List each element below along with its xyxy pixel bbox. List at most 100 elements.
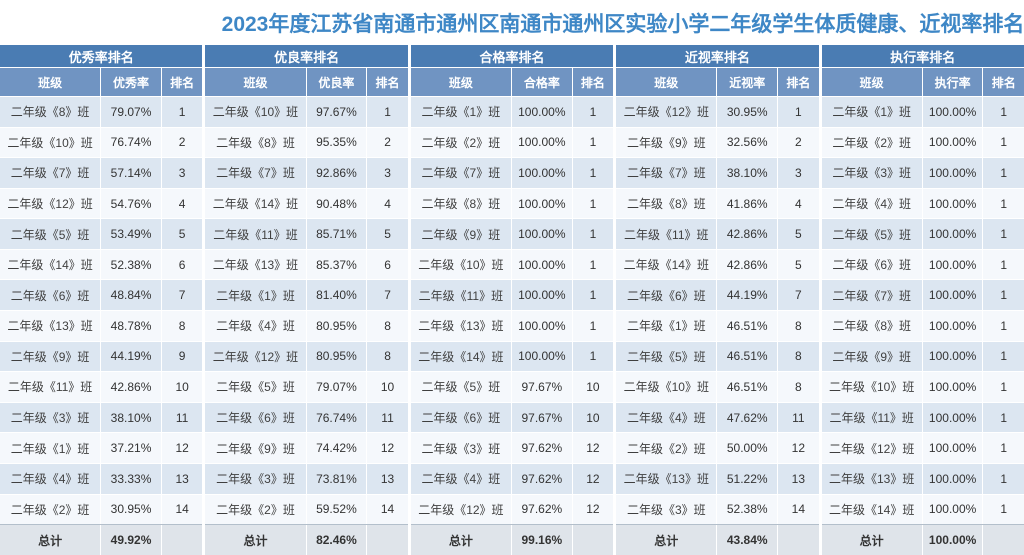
table-row: 二年级《9》班 32.56% 2 bbox=[616, 126, 819, 158]
cell-class-name: 二年级《6》班 bbox=[10, 288, 90, 303]
cell-rate-value: 100.00% bbox=[921, 127, 983, 158]
cell-rate-value: 100.00% bbox=[921, 494, 983, 525]
ranking-table: 近视率排名 班级 近视率 排名 二年级《12》班 30.95% 1 二年级《9》… bbox=[616, 45, 819, 555]
cell-class-name: 二年级《11》班 bbox=[624, 227, 709, 242]
cell-rate-value: 79.07% bbox=[305, 372, 367, 402]
total-value: 100.00% bbox=[921, 525, 983, 555]
table-row: 二年级《2》班 30.95% 14 bbox=[0, 493, 203, 525]
table-row: 二年级《14》班 100.00% 1 bbox=[410, 340, 614, 372]
table-row: 二年级《6》班 48.84% 7 bbox=[0, 279, 203, 311]
table-row: 二年级《3》班 97.62% 12 bbox=[410, 432, 614, 463]
table-row: 二年级《10》班 76.74% 2 bbox=[0, 126, 203, 158]
table-row: 二年级《10》班 46.51% 8 bbox=[616, 371, 819, 402]
cell-rate-value: 100.00% bbox=[921, 280, 983, 311]
cell-class-name: 二年级《9》班 bbox=[421, 227, 501, 242]
cell-rank-value: 8 bbox=[777, 341, 818, 372]
table-row: 二年级《14》班 90.48% 4 bbox=[205, 187, 408, 219]
cell-class-name: 二年级《11》班 bbox=[213, 227, 298, 242]
cell-class-name: 二年级《14》班 bbox=[212, 197, 299, 212]
cell-class-name: 二年级《7》班 bbox=[10, 166, 90, 181]
cell-rate-value: 81.40% bbox=[305, 280, 367, 311]
cell-rate-value: 76.74% bbox=[305, 402, 367, 433]
table-row: 二年级《8》班 79.07% 1 bbox=[0, 96, 203, 127]
table-row: 二年级《4》班 33.33% 13 bbox=[0, 462, 203, 494]
cell-rate-value: 32.56% bbox=[716, 127, 777, 158]
cell-rank-value: 8 bbox=[366, 311, 407, 341]
cell-rate-value: 46.51% bbox=[716, 311, 777, 341]
total-label: 总计 bbox=[448, 533, 473, 548]
cell-rank-value: 3 bbox=[366, 158, 407, 188]
cell-rate-value: 100.00% bbox=[921, 97, 983, 127]
table-row: 二年级《6》班 97.67% 10 bbox=[410, 401, 614, 433]
cell-rank-value: 1 bbox=[982, 127, 1023, 158]
cell-class-name: 二年级《8》班 bbox=[626, 197, 706, 212]
cell-rank-value: 9 bbox=[160, 341, 202, 372]
table-header-row: 班级 执行率 排名 bbox=[821, 68, 1024, 96]
cell-class-name: 二年级《5》班 bbox=[626, 349, 706, 364]
table-row: 二年级《4》班 100.00% 1 bbox=[821, 187, 1024, 219]
cell-rate-value: 85.71% bbox=[305, 219, 367, 249]
cell-class-name: 二年级《4》班 bbox=[10, 472, 90, 487]
cell-rank-value: 1 bbox=[982, 463, 1023, 494]
table-row: 二年级《5》班 79.07% 10 bbox=[205, 371, 408, 402]
cell-rank-value: 1 bbox=[982, 158, 1023, 188]
cell-rank-value: 3 bbox=[160, 158, 202, 188]
total-label: 总计 bbox=[38, 533, 63, 548]
cell-class-name: 二年级《5》班 bbox=[10, 227, 90, 242]
total-value: 99.16% bbox=[510, 525, 572, 555]
cell-rank-value: 11 bbox=[777, 402, 818, 433]
cell-rank-value: 5 bbox=[366, 219, 407, 249]
ranking-table: 合格率排名 班级 合格率 排名 二年级《1》班 100.00% 1 二年级《2》… bbox=[410, 45, 614, 555]
cell-rate-value: 74.42% bbox=[305, 433, 367, 463]
cell-rank-value: 13 bbox=[777, 463, 818, 494]
table-row: 二年级《6》班 100.00% 1 bbox=[821, 248, 1024, 280]
cell-class-name: 二年级《5》班 bbox=[216, 380, 295, 395]
table-row: 二年级《4》班 80.95% 8 bbox=[205, 310, 408, 341]
ranking-table: 优良率排名 班级 优良率 排名 二年级《10》班 97.67% 1 二年级《8》… bbox=[205, 45, 408, 555]
cell-rank-value: 1 bbox=[571, 188, 613, 219]
cell-rate-value: 100.00% bbox=[510, 341, 572, 372]
table-row: 二年级《2》班 50.00% 12 bbox=[616, 432, 819, 463]
cell-rank-value: 6 bbox=[366, 249, 407, 280]
table-title: 执行率排名 bbox=[821, 45, 1024, 67]
total-label: 总计 bbox=[859, 533, 884, 548]
table-row: 二年级《7》班 38.10% 3 bbox=[616, 157, 819, 188]
cell-class-name: 二年级《4》班 bbox=[832, 197, 912, 212]
cell-class-name: 二年级《9》班 bbox=[216, 441, 295, 456]
cell-rank-value: 6 bbox=[160, 249, 202, 280]
cell-rate-value: 100.00% bbox=[510, 219, 572, 249]
table-header-row: 班级 合格率 排名 bbox=[410, 68, 614, 96]
table-body: 二年级《1》班 100.00% 1 二年级《2》班 100.00% 1 二年级《… bbox=[821, 96, 1024, 525]
cell-rank-value: 5 bbox=[777, 219, 818, 249]
table-row: 二年级《8》班 41.86% 4 bbox=[616, 187, 819, 219]
cell-rate-value: 100.00% bbox=[921, 402, 983, 433]
table-row: 二年级《8》班 95.35% 2 bbox=[205, 126, 408, 158]
cell-rank-value: 10 bbox=[160, 372, 202, 402]
total-rank-empty bbox=[982, 525, 1023, 555]
table-body: 二年级《1》班 100.00% 1 二年级《2》班 100.00% 1 二年级《… bbox=[410, 96, 614, 525]
cell-class-name: 二年级《2》班 bbox=[216, 502, 295, 517]
table-row: 二年级《13》班 51.22% 13 bbox=[616, 462, 819, 494]
ranking-table: 优秀率排名 班级 优秀率 排名 二年级《8》班 79.07% 1 二年级《10》… bbox=[0, 45, 203, 555]
cell-rank-value: 1 bbox=[571, 311, 613, 341]
table-row: 二年级《6》班 76.74% 11 bbox=[205, 401, 408, 433]
cell-rank-value: 1 bbox=[160, 97, 202, 127]
table-row: 二年级《12》班 30.95% 1 bbox=[616, 96, 819, 127]
column-header-class: 班级 bbox=[654, 75, 679, 90]
cell-class-name: 二年级《14》班 bbox=[623, 258, 709, 273]
cell-rank-value: 1 bbox=[982, 188, 1023, 219]
table-title: 优良率排名 bbox=[205, 45, 408, 67]
cell-class-name: 二年级《7》班 bbox=[626, 166, 706, 181]
page-title: 2023年度江苏省南通市通州区南通市通州区实验小学二年级学生体质健康、近视率排名 bbox=[221, 12, 1024, 36]
cell-rate-value: 51.22% bbox=[716, 463, 777, 494]
cell-rate-value: 30.95% bbox=[716, 97, 777, 127]
cell-rank-value: 1 bbox=[571, 341, 613, 372]
cell-rank-value: 7 bbox=[366, 280, 407, 311]
table-row: 二年级《7》班 92.86% 3 bbox=[205, 157, 408, 188]
cell-class-name: 二年级《13》班 bbox=[829, 472, 915, 487]
cell-rate-value: 42.86% bbox=[716, 219, 777, 249]
cell-class-name: 二年级《4》班 bbox=[626, 411, 706, 426]
cell-class-name: 二年级《12》班 bbox=[418, 502, 504, 517]
column-header-rate: 执行率 bbox=[921, 68, 983, 96]
table-row: 二年级《5》班 100.00% 1 bbox=[821, 218, 1024, 249]
